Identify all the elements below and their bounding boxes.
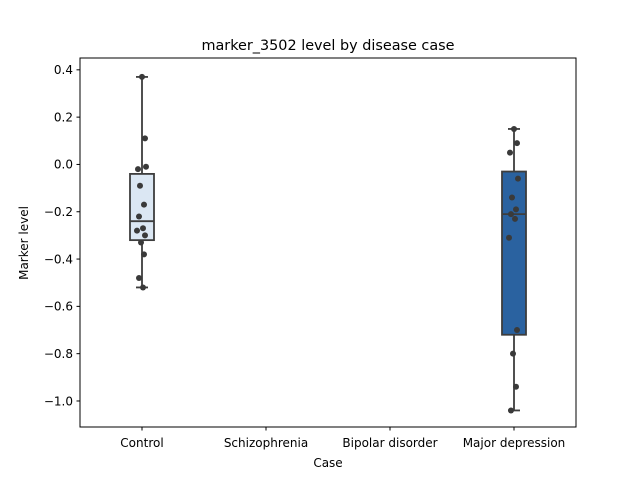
- box-group: [501, 125, 527, 414]
- x-axis-label: Case: [313, 456, 342, 470]
- data-point: [138, 239, 144, 246]
- y-tick-label: −0.2: [44, 205, 73, 219]
- data-point: [135, 166, 141, 173]
- data-point: [134, 227, 140, 234]
- data-point: [137, 182, 143, 189]
- y-tick-label: 0.0: [54, 158, 73, 172]
- y-tick-label: 0.4: [54, 63, 73, 77]
- data-point: [509, 194, 515, 201]
- data-point: [140, 284, 146, 291]
- data-point: [142, 232, 148, 239]
- data-point: [508, 407, 514, 414]
- x-tick-label: Schizophrenia: [224, 436, 308, 450]
- x-axis: Control Schizophrenia Bipolar disorder Majo…: [120, 427, 565, 450]
- chart-title: marker_3502 level by disease case: [201, 38, 454, 54]
- data-point: [140, 225, 146, 232]
- plot-area: [129, 73, 527, 414]
- data-point: [506, 234, 512, 241]
- y-tick-label: 0.2: [54, 110, 73, 124]
- data-point: [143, 163, 149, 170]
- y-axis: 0.4 0.2 0.0 −0.2 −0.4 −0.6 −0.8 −1.0: [44, 63, 80, 408]
- data-point: [514, 327, 520, 334]
- y-axis-label: Marker level: [17, 206, 31, 280]
- data-point: [513, 383, 519, 390]
- x-tick-label: Bipolar disorder: [342, 436, 437, 450]
- data-point: [512, 215, 518, 222]
- plot-frame: [79, 57, 577, 428]
- data-point: [141, 251, 147, 258]
- data-point: [141, 201, 147, 208]
- data-point: [510, 350, 516, 357]
- y-tick-label: −1.0: [44, 394, 73, 408]
- y-tick-label: −0.8: [44, 347, 73, 361]
- y-tick-label: −0.6: [44, 300, 73, 314]
- data-point: [515, 175, 521, 182]
- x-tick-label: Control: [120, 436, 163, 450]
- data-point: [508, 211, 514, 218]
- data-point: [513, 206, 519, 213]
- data-point: [514, 140, 520, 147]
- data-point: [136, 274, 142, 281]
- data-point: [507, 149, 513, 156]
- y-tick-label: −0.4: [44, 252, 73, 266]
- x-tick-label: Major depression: [463, 436, 566, 450]
- data-point: [136, 213, 142, 220]
- box-group: [129, 73, 155, 291]
- data-point: [511, 125, 517, 132]
- data-point: [142, 135, 148, 142]
- data-point: [139, 73, 145, 80]
